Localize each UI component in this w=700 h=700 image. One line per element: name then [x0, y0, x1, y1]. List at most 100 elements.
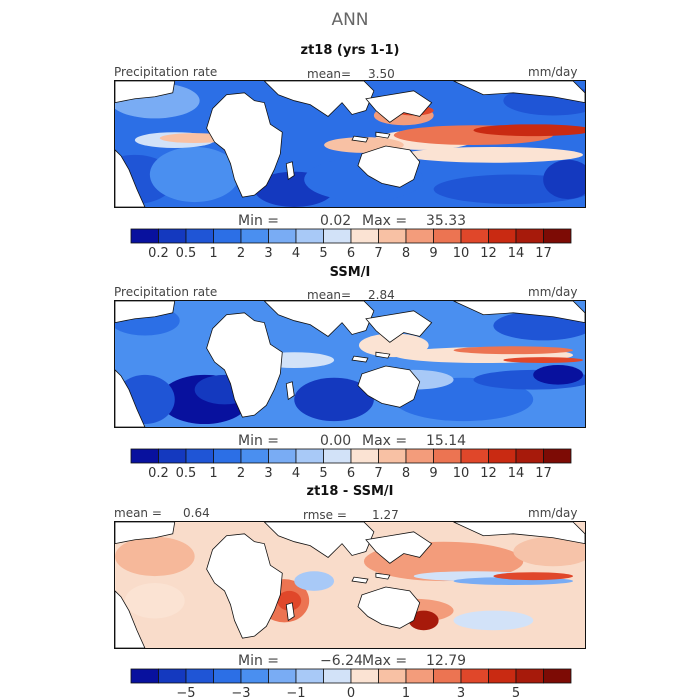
units-label: mm/day [528, 506, 578, 520]
colorbar-tick-label: 2 [237, 246, 245, 260]
colorbar-tick-label: 1 [402, 686, 410, 700]
colorbar-tick-label: 1 [209, 466, 217, 480]
colorbar-swatch [543, 228, 572, 244]
diff-mean-label: mean = [114, 506, 162, 520]
max-value: 35.33 [426, 213, 467, 229]
colorbar-swatch [378, 228, 407, 244]
min-value: 0.02 [320, 213, 352, 229]
colorbar-precip-1: 0.2 0.5 1 2 3 4 5 6 7 8 9 10 12 14 17 [130, 228, 572, 260]
min-label: Min = [238, 653, 280, 669]
land-outline [375, 131, 391, 139]
land-outline [115, 301, 176, 324]
colorbar-tick-label: 2 [237, 466, 245, 480]
colorbar-tick-label: 10 [453, 466, 470, 480]
colorbar-tick-label: 1 [209, 246, 217, 260]
land-outline [357, 145, 421, 188]
land-outline [115, 590, 146, 648]
diff-mean-value: 0.64 [183, 506, 210, 520]
land-outline [375, 351, 391, 359]
colorbar-swatch [433, 668, 462, 684]
colorbar-swatch [405, 448, 434, 464]
colorbar-tick-label: 7 [374, 246, 382, 260]
land-outline [365, 531, 433, 564]
colorbar-swatch [268, 668, 297, 684]
land-outline [351, 135, 369, 143]
land-outline [115, 149, 146, 207]
min-value: 0.00 [320, 433, 352, 449]
colorbar-tick-label: 4 [292, 466, 300, 480]
colorbar-swatch [515, 668, 544, 684]
land-outline [263, 81, 375, 117]
colorbar-swatch [515, 228, 544, 244]
rmse-label: rmse = [303, 508, 347, 522]
mean-label: mean= [307, 288, 352, 302]
land-outline [357, 365, 421, 408]
colorbar-swatch [350, 668, 379, 684]
colorbar-tick-label: 5 [319, 466, 327, 480]
colorbar-tick-label: 4 [292, 246, 300, 260]
map-panel-obs [114, 300, 586, 428]
colorbar-swatch [378, 668, 407, 684]
colorbar-swatch [323, 448, 352, 464]
colorbar-swatch [158, 668, 187, 684]
panel-title-obs: SSM/I [329, 265, 371, 280]
panel-variable-label: Precipitation rate [114, 65, 218, 79]
colorbar-tick-label: 8 [402, 466, 410, 480]
land-outline [453, 301, 585, 324]
colorbar-swatch [295, 228, 324, 244]
colorbar-swatch [488, 448, 517, 464]
colorbar-swatch [158, 448, 187, 464]
min-label: Min = [238, 213, 280, 229]
colorbar-tick-label: 3 [457, 686, 465, 700]
colorbar-swatch [460, 448, 489, 464]
colorbar-tick-label: 14 [508, 246, 525, 260]
colorbar-swatch [213, 228, 242, 244]
land-outline [365, 310, 433, 343]
colorbar-tick-label: 10 [453, 246, 470, 260]
colorbar-tick-label: 0 [347, 686, 355, 700]
colorbar-tick-label: 9 [429, 466, 437, 480]
colorbar-tick-label: 17 [535, 466, 552, 480]
colorbar-swatch [268, 448, 297, 464]
colorbar-tick-label: 6 [347, 466, 355, 480]
colorbar-swatch [185, 668, 214, 684]
land-outline [453, 522, 585, 545]
map-panel-model [114, 80, 586, 208]
units-label: mm/day [528, 285, 578, 299]
colorbar-tick-label: 14 [508, 466, 525, 480]
colorbar-swatch [433, 448, 462, 464]
colorbar-swatch [543, 668, 572, 684]
colorbar-tick-label: 9 [429, 246, 437, 260]
land-outline [206, 533, 283, 639]
colorbar-swatch [405, 228, 434, 244]
colorbar-tick-label: 3 [264, 246, 272, 260]
colorbar-swatch [460, 668, 489, 684]
max-label: Max = [362, 433, 408, 449]
max-value: 15.14 [426, 433, 467, 449]
colorbar-swatch [213, 448, 242, 464]
colorbar-tick-label: −1 [286, 686, 305, 700]
colorbar-swatch [295, 668, 324, 684]
colorbar-swatch [515, 448, 544, 464]
min-label: Min = [238, 433, 280, 449]
colorbar-swatch [295, 448, 324, 464]
land-outline [365, 90, 433, 123]
mean-label: mean= [307, 67, 352, 81]
land-outline [115, 369, 146, 427]
colorbar-tick-label: 8 [402, 246, 410, 260]
colorbar-tick-label: 0.5 [176, 246, 197, 260]
colorbar-precip-2: 0.2 0.5 1 2 3 4 5 6 7 8 9 10 12 14 17 [130, 448, 572, 480]
colorbar-swatch [213, 668, 242, 684]
colorbar-tick-label: 7 [374, 466, 382, 480]
colorbar-swatch [130, 448, 159, 464]
colorbar-swatch [543, 448, 572, 464]
land-outline [351, 576, 369, 584]
colorbar-tick-label: 0.5 [176, 466, 197, 480]
land-outline [263, 301, 375, 337]
colorbar-tick-label: −5 [176, 686, 195, 700]
colorbar-swatch [130, 668, 159, 684]
colorbar-difference: −5 −3 −1 0 1 3 5 [130, 668, 572, 700]
land-outline [357, 586, 421, 629]
mean-value: 2.84 [368, 288, 395, 302]
colorbar-swatch [268, 228, 297, 244]
